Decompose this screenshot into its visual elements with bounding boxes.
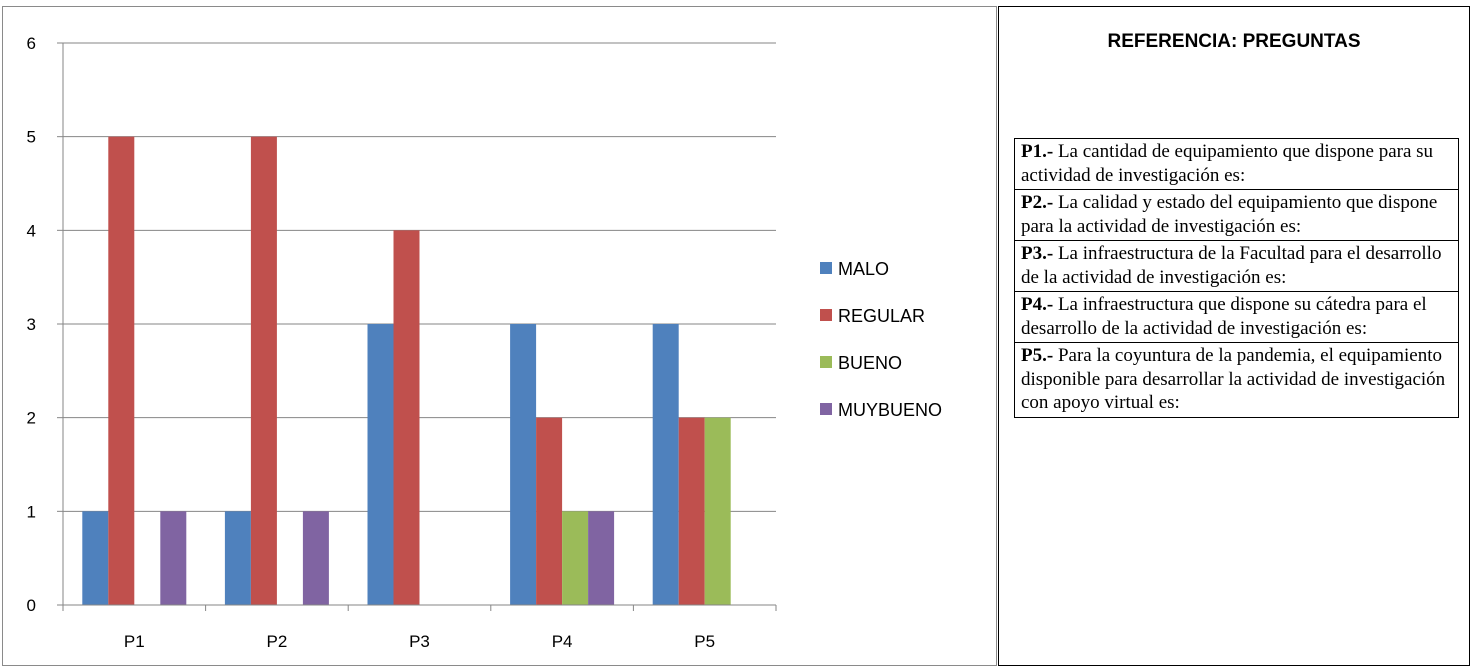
bar-regular xyxy=(108,136,135,605)
question-id: P3.- xyxy=(1021,243,1054,264)
bar-regular xyxy=(536,417,563,605)
x-tick-label: P3 xyxy=(409,632,430,651)
question-id: P2.- xyxy=(1021,192,1054,213)
question-row: P1.- La cantidad de equipamiento que dis… xyxy=(1014,138,1459,190)
question-cell: P1.- La cantidad de equipamiento que dis… xyxy=(1014,138,1459,190)
legend-swatch xyxy=(820,403,832,415)
question-row: P5.- Para la coyuntura de la pandemia, e… xyxy=(1014,342,1459,418)
question-row: P2.- La calidad y estado del equipamient… xyxy=(1014,189,1459,241)
reference-panel: REFERENCIA: PREGUNTAS P1.- La cantidad d… xyxy=(998,6,1470,666)
question-text: La infraestructura de la Facultad para e… xyxy=(1021,243,1442,288)
question-cell: P5.- Para la coyuntura de la pandemia, e… xyxy=(1014,342,1459,418)
question-cell: P2.- La calidad y estado del equipamient… xyxy=(1014,189,1459,241)
question-row: P4.- La infraestructura que dispone su c… xyxy=(1014,291,1459,343)
question-id: P1.- xyxy=(1021,141,1054,162)
legend-swatch xyxy=(820,309,832,321)
legend-swatch xyxy=(820,356,832,368)
y-tick-label: 1 xyxy=(27,502,36,521)
x-tick-label: P2 xyxy=(267,632,288,651)
question-cell: P3.- La infraestructura de la Facultad p… xyxy=(1014,240,1459,292)
bar-regular xyxy=(393,230,420,606)
y-tick-label: 4 xyxy=(27,221,36,240)
question-text: La calidad y estado del equipamiento que… xyxy=(1021,192,1438,237)
x-tick-label: P4 xyxy=(552,632,573,651)
questions-table: P1.- La cantidad de equipamiento que dis… xyxy=(1014,138,1459,418)
legend-label: MALO xyxy=(838,259,889,279)
bar-bueno xyxy=(704,417,731,605)
question-text: La cantidad de equipamiento que dispone … xyxy=(1021,141,1434,186)
bar-malo xyxy=(224,511,251,605)
bar-chart: 0 1 2 3 4 5 6 P1 P2 P3 P4 P5 MALO REGULAR BUENO MUYBUEN… xyxy=(27,34,942,651)
x-tick-label: P5 xyxy=(694,632,715,651)
question-text: La infraestructura que dispone su cátedr… xyxy=(1021,294,1427,339)
y-tick-label: 5 xyxy=(27,128,36,147)
y-tick-label: 0 xyxy=(27,596,36,615)
legend-label: BUENO xyxy=(838,353,902,373)
question-id: P4.- xyxy=(1021,294,1054,315)
bar-malo xyxy=(510,324,537,605)
question-row: P3.- La infraestructura de la Facultad p… xyxy=(1014,240,1459,292)
bar-muybueno xyxy=(302,511,329,605)
y-tick-label: 2 xyxy=(27,409,36,428)
legend-label: REGULAR xyxy=(838,306,925,326)
question-text: Para la coyuntura de la pandemia, el equ… xyxy=(1021,345,1446,413)
bar-malo xyxy=(82,511,109,605)
legend-swatch xyxy=(820,262,832,274)
question-cell: P4.- La infraestructura que dispone su c… xyxy=(1014,291,1459,343)
bar-muybueno xyxy=(160,511,187,605)
legend-label: MUYBUENO xyxy=(838,400,942,420)
y-tick-label: 6 xyxy=(27,34,36,53)
bar-malo xyxy=(652,324,679,605)
y-tick-label: 3 xyxy=(27,315,36,334)
bar-bueno xyxy=(562,511,589,605)
bar-regular xyxy=(678,417,705,605)
bar-muybueno xyxy=(588,511,615,605)
x-tick-label: P1 xyxy=(124,632,145,651)
bar-regular xyxy=(250,136,277,605)
reference-title: REFERENCIA: PREGUNTAS xyxy=(1107,31,1361,52)
chart-panel: 0 1 2 3 4 5 6 P1 P2 P3 P4 P5 MALO REGULAR BUENO MUYBUEN… xyxy=(2,6,997,666)
bar-malo xyxy=(367,324,394,605)
question-id: P5.- xyxy=(1021,345,1054,366)
